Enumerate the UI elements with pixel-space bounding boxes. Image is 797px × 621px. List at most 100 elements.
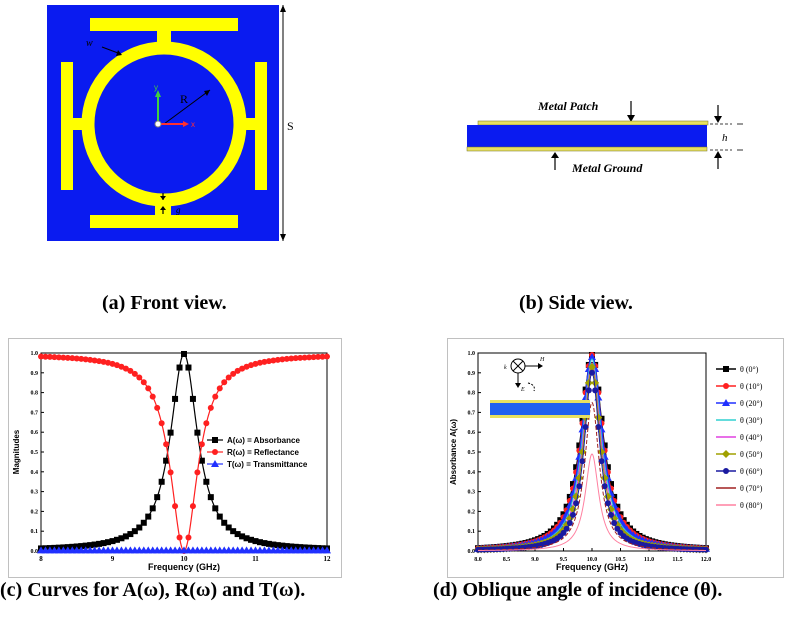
series-point	[324, 353, 330, 360]
series-point	[91, 541, 98, 548]
series-point	[194, 429, 201, 436]
legend-marker	[211, 460, 219, 467]
y-tick-label: 0.7	[31, 410, 39, 416]
legend-label: A(ω) = Absorbance	[227, 436, 300, 445]
series-point	[279, 356, 286, 363]
series-2	[37, 546, 331, 554]
legend-marker	[723, 383, 729, 389]
x-tick-label: 8.5	[503, 557, 511, 563]
series-point	[46, 353, 53, 360]
h-field-arrowhead	[538, 363, 543, 369]
dielectric-substrate	[467, 125, 707, 147]
series-point	[172, 503, 179, 510]
legend-label: θ (70°)	[740, 484, 763, 493]
series-point	[566, 519, 573, 526]
series-point	[598, 458, 605, 465]
series-point	[207, 404, 214, 411]
series-0	[475, 351, 709, 552]
series-point	[158, 420, 165, 427]
legend-marker	[722, 450, 730, 458]
series-point	[573, 464, 580, 471]
series-point	[221, 519, 228, 526]
series-point	[283, 355, 290, 362]
series-point	[591, 378, 600, 387]
series-point	[145, 513, 152, 520]
caption-b: (b) Side view.	[519, 292, 633, 314]
x-tick-label: 10	[181, 555, 189, 563]
series-point	[301, 354, 308, 361]
series-point	[225, 374, 232, 381]
series-point	[163, 457, 170, 464]
series-point	[310, 354, 317, 361]
series-point	[198, 441, 205, 448]
series-point	[154, 494, 161, 501]
series-point	[248, 536, 255, 543]
x-tick-label: 8	[39, 555, 43, 563]
series-point	[91, 357, 98, 364]
series-point	[189, 503, 196, 510]
series-point	[256, 539, 263, 546]
y-tick-label: 1.0	[468, 351, 476, 357]
chart-d: 0.0 0.1 0.2 0.3 0.4 0.5 0.6 0.7 0.8 0.9 1.0 8.0 8.5 9…	[447, 338, 784, 578]
inset-ground	[490, 415, 590, 418]
series-point	[563, 503, 570, 510]
series-point	[614, 503, 621, 510]
left-bar	[61, 62, 73, 190]
y-tick-label: 0.6	[31, 430, 39, 436]
y-axis-title: Magnitudes	[12, 429, 21, 474]
series-point	[122, 365, 129, 372]
legend-marker	[723, 468, 729, 474]
series-point	[270, 357, 277, 364]
series-1	[475, 351, 709, 552]
series-point	[131, 370, 138, 377]
bottom-bar	[90, 215, 238, 228]
chart-d-svg: 0.0 0.1 0.2 0.3 0.4 0.5 0.6 0.7 0.8 0.9 1.0 8.0 8.5 9…	[449, 351, 763, 572]
size-label: S	[287, 119, 294, 133]
series-point	[601, 442, 608, 449]
series-point	[584, 378, 593, 387]
series-point	[600, 474, 609, 483]
series-point	[279, 542, 286, 549]
series-point	[105, 539, 112, 546]
series-point	[118, 535, 125, 542]
x-tick-label: 12.0	[701, 557, 712, 563]
series-point	[100, 540, 107, 547]
series-point	[614, 525, 621, 532]
series-line	[477, 354, 707, 549]
series-point	[136, 374, 143, 381]
series-point	[578, 447, 587, 456]
series-point	[42, 353, 49, 360]
y-tick-label: 0.4	[31, 470, 39, 476]
series-point	[234, 367, 241, 374]
series-point	[619, 521, 628, 529]
y-tick-label: 0.3	[468, 490, 476, 496]
y-tick-label: 0.0	[31, 549, 39, 555]
series-point	[176, 534, 183, 541]
series-point	[203, 420, 210, 427]
legend-label: θ (80°)	[740, 501, 763, 510]
gap-label: g	[176, 205, 181, 215]
caption-c: (c) Curves for A(ω), R(ω) and T(ω).	[0, 579, 306, 601]
radius-label: R	[180, 92, 188, 106]
chart-c: 0.0 0.1 0.2 0.3 0.4 0.5 0.6 0.7 0.8 0.9 1.0 8 9 10 11 1…	[8, 338, 342, 578]
x-tick-label: 9.5	[560, 557, 568, 563]
series-line	[477, 401, 707, 551]
side-view-figure: Metal Patch Metal Ground h	[460, 95, 750, 185]
series-point	[559, 516, 568, 524]
series-point	[87, 356, 94, 363]
inset-patch	[490, 400, 590, 403]
series-point	[274, 356, 281, 363]
series-point	[270, 541, 277, 548]
x-axis-label: x	[191, 120, 195, 129]
theta-arc	[527, 382, 535, 392]
series-point	[556, 521, 565, 529]
series-point	[608, 511, 614, 518]
series-point	[113, 536, 120, 543]
series-point	[194, 469, 201, 476]
x-tick-label: 8.0	[474, 557, 482, 563]
series-point	[109, 538, 116, 545]
series-7	[477, 401, 707, 551]
series-point	[573, 500, 580, 507]
series-point	[261, 540, 268, 547]
series-point	[611, 493, 618, 500]
